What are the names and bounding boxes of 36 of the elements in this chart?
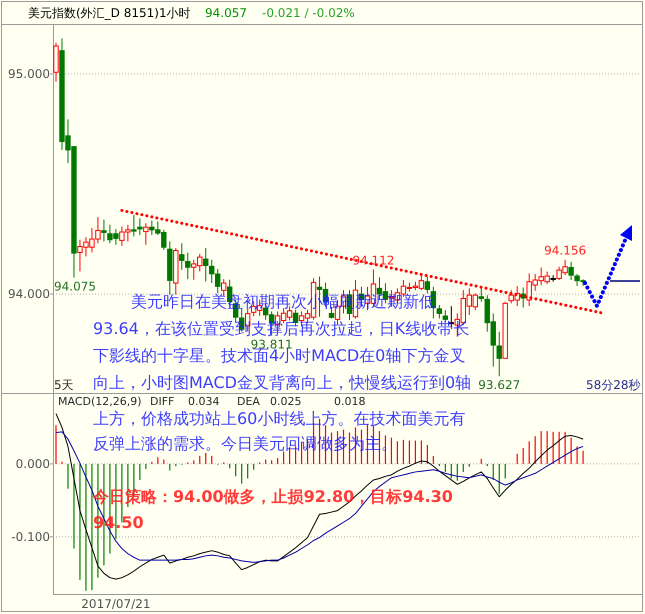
y-tick-label: 95.000	[8, 67, 50, 82]
annotation: 93.627	[478, 378, 520, 392]
annotation: 94.156	[544, 244, 586, 258]
text: -0.021 / -0.02%	[262, 6, 355, 20]
candlestick	[185, 252, 190, 280]
annotation: 5天	[54, 378, 74, 392]
candlestick	[203, 248, 208, 282]
candlestick	[131, 214, 137, 237]
annotation: 0.034	[188, 395, 220, 408]
candlestick	[424, 276, 430, 294]
y-tick-label: 0.000	[16, 456, 50, 471]
candlestick	[496, 331, 502, 377]
annotation: 0.025	[270, 395, 302, 408]
candlestick	[101, 219, 107, 242]
candlestick	[137, 218, 143, 236]
candlestick	[478, 286, 484, 302]
line-series	[55, 431, 584, 563]
annotation: DIFF	[150, 395, 174, 408]
candlestick	[179, 242, 184, 270]
chart-subtitle: 94.057	[205, 6, 247, 20]
annotation: MACD(12,26,9)	[58, 395, 142, 408]
annotation: 58分28秒	[586, 378, 641, 392]
annotation: 向上，小时图MACD金叉背离向上，快慢线运行到0轴	[93, 373, 472, 392]
y-tick-label: 94.000	[8, 287, 50, 302]
annotation: DEA	[237, 395, 260, 408]
candlestick	[442, 310, 448, 322]
annotation: 94.075	[54, 280, 96, 294]
annotation: 94.112	[352, 253, 394, 268]
annotation: 0.018	[334, 395, 366, 408]
annotation: 上方，价格成功站上60小时线上方。在技术面美元有	[93, 409, 466, 428]
candlestick	[568, 261, 574, 280]
candlestick	[436, 304, 442, 319]
x-tick-label: 2017/07/21	[81, 597, 150, 611]
candlestick	[143, 222, 149, 246]
y-tick-label: -0.100	[11, 530, 50, 544]
chart-title: 美元指数(外汇_D 8151)1小时	[28, 6, 191, 20]
